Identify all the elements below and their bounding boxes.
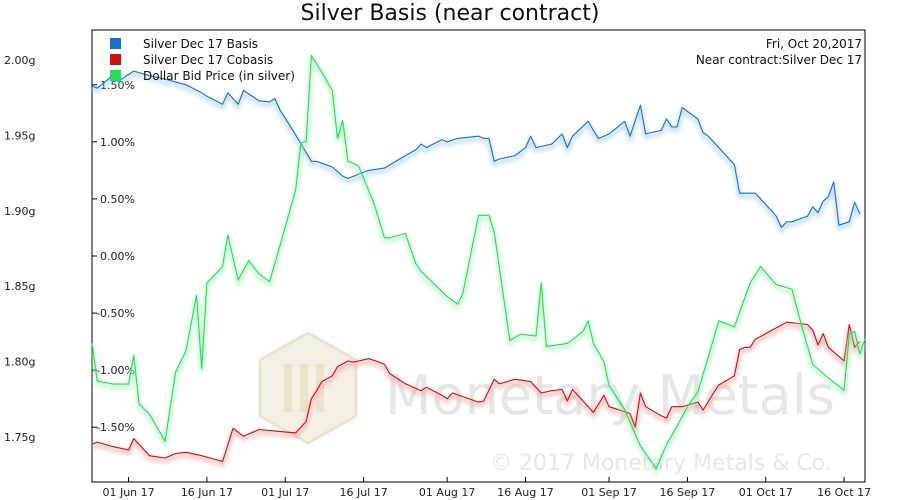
x-axis: 01 Jun 17 16 Jun 17 01 Jul 17 16 Jul 17 01 A… bbox=[102, 477, 871, 499]
y-left-tick-label: 1.90g bbox=[4, 205, 35, 218]
x-tick-label: 01 Jun 17 bbox=[102, 486, 154, 499]
legend-swatch-dollar bbox=[110, 70, 121, 81]
y-right-tick-label: -1.00% bbox=[96, 364, 135, 377]
x-tick-label: 16 Aug 17 bbox=[497, 486, 553, 499]
x-tick-label: 16 Jun 17 bbox=[181, 486, 233, 499]
series-cobasis-line-shadow bbox=[91, 323, 862, 467]
y-left-tick-label: 1.95g bbox=[4, 129, 35, 142]
legend-label-dollar: Dollar Bid Price (in silver) bbox=[143, 69, 295, 83]
legend: Silver Dec 17 Basis Silver Dec 17 Cobasi… bbox=[110, 37, 295, 83]
info-date: Fri, Oct 20,2017 bbox=[766, 37, 862, 51]
series-dollar-bid-line-shadow bbox=[90, 52, 867, 476]
legend-label-cobasis: Silver Dec 17 Cobasis bbox=[143, 53, 273, 67]
y-right-tick-label: 1.00% bbox=[100, 136, 135, 149]
legend-swatch-cobasis bbox=[110, 54, 121, 65]
y-left-tick-label: 2.00g bbox=[4, 54, 35, 67]
y-axis-left: 2.00g 1.95g 1.90g 1.85g 1.80g 1.75g bbox=[4, 54, 35, 444]
y-right-tick-label: -1.50% bbox=[96, 421, 135, 434]
legend-swatch-basis bbox=[110, 38, 121, 49]
x-tick-label: 16 Oct 17 bbox=[817, 486, 871, 499]
y-right-tick-label: 0.00% bbox=[100, 250, 135, 263]
y-left-tick-label: 1.75g bbox=[4, 431, 35, 444]
x-tick-label: 01 Sep 17 bbox=[581, 486, 637, 499]
x-tick-label: 01 Jul 17 bbox=[261, 486, 309, 499]
x-tick-label: 01 Aug 17 bbox=[419, 486, 475, 499]
y-right-tick-label: -0.50% bbox=[96, 307, 135, 320]
series-basis-line-shadow bbox=[91, 71, 862, 235]
series-basis-line bbox=[91, 70, 861, 229]
x-tick-label: 16 Sep 17 bbox=[660, 486, 716, 499]
series-cobasis-line bbox=[91, 321, 861, 463]
info-contract: Near contract:Silver Dec 17 bbox=[696, 53, 862, 67]
y-left-tick-label: 1.80g bbox=[4, 355, 35, 368]
legend-label-basis: Silver Dec 17 Basis bbox=[143, 37, 258, 51]
y-right-tick-label: 0.50% bbox=[100, 193, 135, 206]
series-layer bbox=[90, 52, 867, 476]
y-left-tick-label: 1.85g bbox=[4, 280, 35, 293]
x-tick-label: 16 Jul 17 bbox=[339, 486, 387, 499]
y-axis-right: 1.50%1.00%0.50%0.00%-0.50%-1.00%-1.50% bbox=[92, 79, 135, 434]
x-tick-label: 01 Oct 17 bbox=[739, 486, 793, 499]
chart-title: Silver Basis (near contract) bbox=[301, 1, 600, 26]
series-dollar-bid-line bbox=[91, 55, 866, 469]
